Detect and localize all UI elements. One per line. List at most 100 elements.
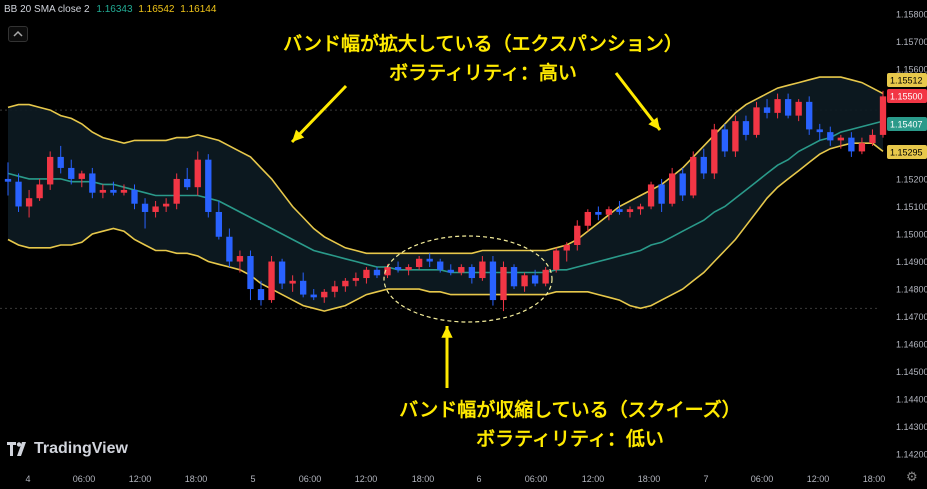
expansion-arrow-left-shaft	[290, 84, 348, 144]
candle-body	[468, 267, 476, 279]
candle-body	[205, 159, 212, 212]
candle-body	[363, 269, 370, 279]
basis-line	[7, 120, 884, 274]
y-axis-tick-label: 1.15200	[896, 174, 927, 184]
candle-body	[162, 203, 170, 207]
candle-body	[626, 209, 634, 212]
price-label-text: 1.15512	[890, 76, 923, 86]
y-axis-tick-label: 1.15800	[896, 9, 927, 19]
x-axis-tick-label: 12:00	[807, 474, 830, 484]
candle-body	[721, 129, 729, 152]
y-axis-tick-label: 1.15700	[896, 37, 927, 47]
upper-value: 1.16542	[138, 4, 175, 15]
candle-body	[141, 203, 149, 212]
chevron-up-icon	[13, 30, 23, 37]
x-axis-tick-label: 06:00	[299, 474, 322, 484]
candle-body	[352, 278, 360, 281]
x-axis-tick-label: 18:00	[185, 474, 208, 484]
expansion-annotation: バンド幅が拡大している（エクスパンション） ボラティリティ：高い	[203, 30, 763, 88]
candle-body	[584, 211, 591, 226]
candle-body	[742, 121, 750, 135]
x-axis-tick-label: 7	[703, 474, 708, 484]
candle-body	[447, 269, 454, 273]
candle-body	[711, 129, 718, 174]
candle-body	[257, 289, 265, 301]
lower-band-line	[7, 142, 884, 312]
price-label-box	[887, 145, 927, 159]
candle-body	[120, 189, 128, 193]
candle-body	[384, 267, 391, 276]
expansion-arrow-right-head	[648, 117, 660, 130]
candle-body	[289, 280, 296, 284]
upper-band-line	[7, 76, 884, 255]
candle-body	[700, 156, 707, 174]
y-axis-tick-label: 1.15600	[896, 64, 927, 74]
candle-body	[57, 156, 64, 168]
y-axis-tick-label: 1.14300	[896, 422, 927, 432]
squeeze-arrow-head	[441, 326, 453, 338]
candle-body	[837, 137, 844, 141]
candle-body	[247, 256, 254, 290]
candle-body	[331, 286, 338, 292]
x-axis-tick-label: 4	[25, 474, 30, 484]
candle-body	[521, 275, 528, 287]
tradingview-logo[interactable]: TradingView	[7, 440, 128, 458]
candle-body	[300, 280, 307, 295]
price-label-text: 1.15407	[890, 120, 923, 130]
candle-body	[848, 137, 855, 152]
candle-body	[268, 261, 275, 301]
candle-body	[563, 245, 570, 251]
x-axis-tick-label: 06:00	[73, 474, 96, 484]
candle-body	[342, 280, 349, 287]
gear-icon[interactable]: ⚙	[906, 470, 918, 485]
candle-body	[394, 267, 402, 270]
indicator-legend[interactable]: BB 20 SMA close 2 1.16343 1.16542 1.1614…	[4, 4, 216, 15]
y-axis-tick-label: 1.15000	[896, 230, 927, 240]
candle-body	[36, 184, 43, 199]
expansion-arrow-left-head	[292, 129, 305, 142]
candle-body	[173, 178, 180, 204]
candle-body	[99, 189, 107, 193]
y-axis-tick-label: 1.14400	[896, 395, 927, 405]
x-axis-tick-label: 6	[476, 474, 481, 484]
candle-body	[553, 250, 560, 270]
candle-body	[784, 99, 792, 116]
candle-body	[47, 156, 54, 185]
price-label-box	[887, 89, 927, 103]
candle-body	[373, 269, 381, 276]
squeeze-highlight-ellipse	[383, 235, 553, 323]
candle-body	[184, 178, 191, 188]
y-axis-tick-label: 1.14500	[896, 367, 927, 377]
candle-body	[858, 143, 866, 152]
x-axis-tick-label: 5	[250, 474, 255, 484]
candle-body	[668, 173, 676, 204]
candle-body	[542, 269, 549, 284]
x-axis-tick-label: 12:00	[355, 474, 378, 484]
candle-body	[806, 101, 813, 130]
candle-body	[458, 267, 465, 273]
candle-body	[690, 156, 697, 196]
candle-body	[110, 189, 117, 193]
candle-body	[647, 184, 655, 207]
legend-collapse-button[interactable]	[8, 26, 28, 42]
y-axis-tick-label: 1.15100	[896, 202, 927, 212]
lower-value: 1.16144	[180, 4, 217, 15]
candle-body	[795, 101, 802, 116]
y-axis-tick-label: 1.14800	[896, 285, 927, 295]
squeeze-annotation-line2: ボラティリティ：低い	[476, 428, 664, 450]
expansion-arrow-right-shaft	[614, 72, 662, 131]
candle-body	[215, 211, 223, 237]
candle-body	[816, 129, 823, 133]
x-axis-tick-label: 12:00	[129, 474, 152, 484]
candle-body	[415, 258, 423, 268]
candle-body	[78, 173, 85, 179]
candle-body	[236, 256, 244, 262]
basis-value: 1.16343	[96, 4, 133, 15]
candle-body	[753, 107, 760, 135]
candle-body	[226, 236, 233, 262]
expansion-annotation-line1: バンド幅が拡大している（エクスパンション）	[283, 33, 683, 55]
candle-body	[774, 99, 781, 113]
x-axis-tick-label: 18:00	[863, 474, 886, 484]
y-axis-tick-label: 1.14600	[896, 340, 927, 350]
